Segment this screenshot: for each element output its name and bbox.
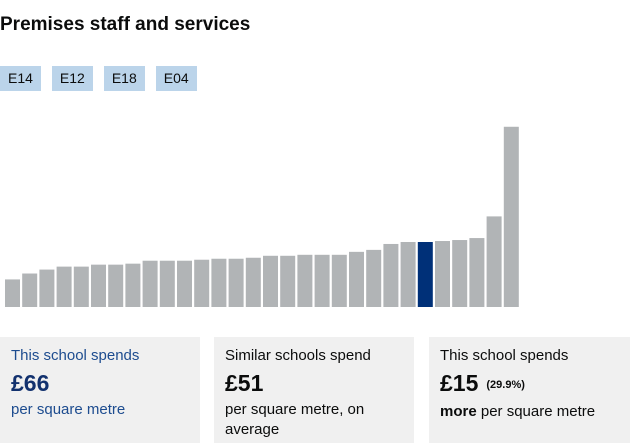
bar bbox=[263, 255, 278, 307]
bar bbox=[331, 254, 347, 307]
bar bbox=[400, 242, 416, 307]
bar bbox=[314, 254, 330, 307]
card-sub: per square metre bbox=[476, 402, 596, 420]
bar bbox=[452, 240, 468, 307]
bar bbox=[194, 259, 210, 307]
tag-list: E14 E12 E18 E04 bbox=[0, 66, 197, 91]
bar bbox=[142, 260, 158, 307]
bar bbox=[5, 279, 20, 307]
card-percent: (29.9%) bbox=[486, 378, 525, 391]
card-sub-bold: more bbox=[440, 402, 477, 420]
card-this-school: This school spends £66 per square metre bbox=[0, 337, 200, 443]
bar bbox=[73, 266, 89, 307]
bar bbox=[297, 254, 313, 307]
card-value: £66 bbox=[11, 370, 50, 396]
card-label: This school spends bbox=[11, 347, 140, 364]
bar bbox=[280, 255, 296, 307]
bar bbox=[159, 260, 175, 307]
bar bbox=[366, 249, 382, 307]
bar bbox=[177, 260, 192, 307]
card-value: £15 bbox=[440, 370, 479, 396]
card-label: This school spends bbox=[440, 347, 569, 364]
bar bbox=[245, 257, 261, 307]
bar bbox=[125, 263, 141, 307]
tag[interactable]: E14 bbox=[0, 66, 41, 91]
bar bbox=[228, 258, 244, 307]
tag[interactable]: E04 bbox=[155, 66, 197, 91]
bar bbox=[503, 126, 519, 307]
bar bbox=[469, 238, 485, 307]
bar bbox=[211, 258, 227, 307]
bar bbox=[56, 266, 72, 307]
card-value: £51 bbox=[225, 370, 264, 396]
card-difference: This school spends £15 (29.9%) more per s… bbox=[429, 337, 630, 443]
page-title: Premises staff and services bbox=[0, 14, 251, 35]
bar bbox=[91, 264, 106, 307]
bar bbox=[108, 264, 124, 307]
bar bbox=[39, 269, 55, 307]
bar bbox=[486, 216, 502, 307]
bar bbox=[435, 241, 450, 307]
bar bbox=[22, 273, 38, 307]
card-similar-schools: Similar schools spend £51 per square met… bbox=[214, 337, 414, 443]
bar-chart bbox=[5, 126, 519, 307]
bar-this-school bbox=[417, 242, 433, 307]
card-label: Similar schools spend bbox=[225, 347, 371, 364]
bar bbox=[349, 251, 364, 307]
bar bbox=[383, 243, 399, 307]
card-sub: per square metre, on average bbox=[225, 401, 365, 438]
tag[interactable]: E18 bbox=[103, 66, 145, 91]
tag[interactable]: E12 bbox=[51, 66, 93, 91]
card-sub: per square metre bbox=[11, 401, 126, 418]
